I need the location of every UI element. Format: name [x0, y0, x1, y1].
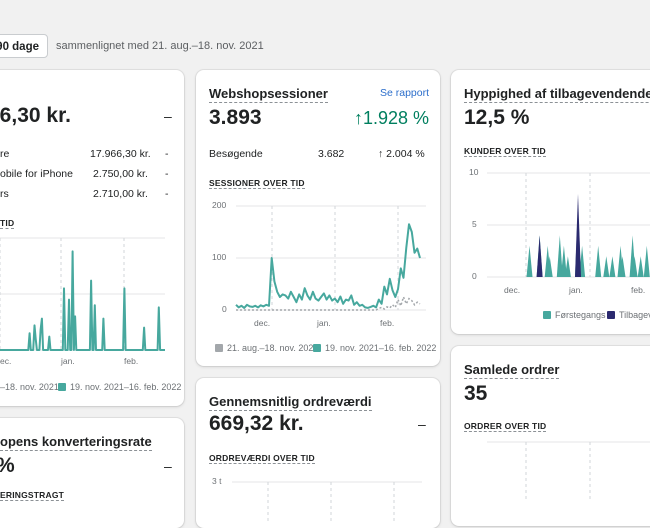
spike-first-time: [595, 245, 602, 277]
visitors-label: Besøgende: [209, 148, 263, 160]
sessions-chart-label: SESSIONER OVER TID: [209, 178, 305, 189]
total-sales-card: 26,30 kr. – re 17.966,30 kr. - obile for…: [0, 70, 184, 406]
spike-first-time: [546, 256, 553, 277]
legend-swatch: [607, 311, 615, 319]
x-tick: jan.: [61, 356, 75, 366]
y-tick: 10: [469, 167, 479, 177]
legend-swatch: [313, 344, 321, 352]
sales-amount: 26,30 kr.: [0, 104, 71, 127]
card-title: Webshopsessioner: [209, 86, 328, 103]
y-tick: 0: [222, 304, 227, 314]
legend-current: 19. nov. 2021–16. feb. 2022: [58, 382, 181, 392]
sales-row-change: -: [165, 148, 169, 160]
date-range-button[interactable]: 90 dage: [0, 34, 48, 58]
sales-chart: [0, 237, 165, 351]
funnel-chart-label: ERINGSTRAGT: [0, 490, 65, 501]
legend-swatch: [215, 344, 223, 352]
sales-row-label: re: [0, 148, 10, 160]
series-line-previous: [236, 294, 421, 311]
total-orders-card: Samlede ordrer 35 ORDRER OVER TID: [451, 346, 650, 526]
x-tick: jan.: [317, 318, 331, 328]
x-tick: ec.: [0, 356, 12, 366]
sessions-card: Webshopsessioner Se rapport 3.893 ↑1.928…: [196, 70, 440, 366]
legend-previous: 21. aug.–18. nov. 2021: [215, 343, 318, 353]
spike-first-time: [564, 256, 571, 277]
legend-previous: –18. nov. 2021: [0, 382, 59, 392]
card-title: Samlede ordrer: [464, 362, 560, 379]
x-tick: feb.: [124, 356, 139, 366]
sales-row-label: obile for iPhone: [0, 168, 73, 180]
card-title: opens konverteringsrate: [0, 434, 152, 451]
sales-row-change: -: [165, 188, 169, 200]
conversion-rate-card: opens konverteringsrate % – ERINGSTRAGT: [0, 418, 184, 528]
spike-returning: [536, 235, 543, 277]
sales-row-value: 2.710,00 kr.: [93, 188, 148, 200]
sales-row-change: -: [165, 168, 169, 180]
legend-swatch: [58, 383, 66, 391]
x-tick: dec.: [254, 318, 271, 328]
sessions-value: 3.893: [209, 106, 262, 129]
orders-chart-label: ORDRER OVER TID: [464, 421, 547, 432]
y-tick: 100: [212, 252, 227, 262]
sales-row-label: rs: [0, 188, 9, 200]
y-tick: 5: [472, 219, 477, 229]
aov-chart-grid: [232, 481, 422, 522]
returning-customers-card: Hyppighed af tilbagevendende kunder 12,5…: [451, 70, 650, 334]
spike-first-time: [556, 235, 563, 277]
visitors-value: 3.682: [318, 148, 345, 160]
legend-current: 19. nov. 2021–16. feb. 2022: [313, 343, 436, 353]
orders-value: 35: [464, 382, 488, 405]
legend-first-time: Førstegangs: [543, 310, 606, 320]
conversion-change-dash: –: [164, 458, 172, 474]
sales-chart-label: TID: [0, 218, 15, 229]
spike-first-time: [637, 256, 644, 277]
sales-row-value: 17.966,30 kr.: [90, 148, 151, 160]
x-tick: dec.: [504, 285, 521, 295]
series-line-current: [235, 223, 421, 309]
y-tick: 200: [212, 200, 227, 210]
sessions-change: ↑1.928 %: [354, 108, 430, 128]
customers-chart: [487, 172, 650, 278]
card-title: Gennemsnitlig ordreværdi: [209, 394, 372, 411]
visitors-change: ↑ 2.004 %: [378, 148, 425, 160]
conversion-value: %: [0, 454, 15, 478]
view-report-link[interactable]: Se rapport: [380, 87, 430, 99]
y-tick: 0: [472, 271, 477, 281]
legend-swatch: [543, 311, 551, 319]
sessions-chart: [235, 205, 426, 311]
spike-first-time: [643, 245, 650, 277]
comparison-text: sammenlignet med 21. aug.–18. nov. 2021: [56, 40, 264, 52]
spike-first-time: [619, 256, 626, 277]
x-tick: jan.: [569, 285, 583, 295]
spike-first-time: [603, 256, 610, 277]
orders-chart-grid: [487, 441, 650, 502]
legend-returning: Tilbagevendende: [607, 310, 650, 320]
spike-first-time: [609, 256, 616, 277]
spike-first-time: [526, 245, 533, 277]
aov-value: 669,32 kr.: [209, 412, 304, 435]
x-tick: feb.: [631, 285, 646, 295]
sales-change-dash: –: [164, 108, 172, 124]
aov-chart-label: ORDREVÆRDI OVER TID: [209, 453, 315, 464]
sales-row-value: 2.750,00 kr.: [93, 168, 148, 180]
customers-chart-label: KUNDER OVER TID: [464, 146, 546, 157]
x-tick: feb.: [380, 318, 395, 328]
returning-value: 12,5 %: [464, 106, 530, 129]
spike-returning: [575, 193, 581, 277]
average-order-value-card: Gennemsnitlig ordreværdi 669,32 kr. – OR…: [196, 378, 440, 528]
y-tick: 3 t: [212, 476, 222, 486]
spike-first-time: [631, 256, 638, 277]
card-title: Hyppighed af tilbagevendende kunder: [464, 86, 650, 103]
aov-change-dash: –: [418, 416, 426, 432]
series-line-current: [0, 250, 165, 351]
spike-first-time: [560, 245, 567, 277]
